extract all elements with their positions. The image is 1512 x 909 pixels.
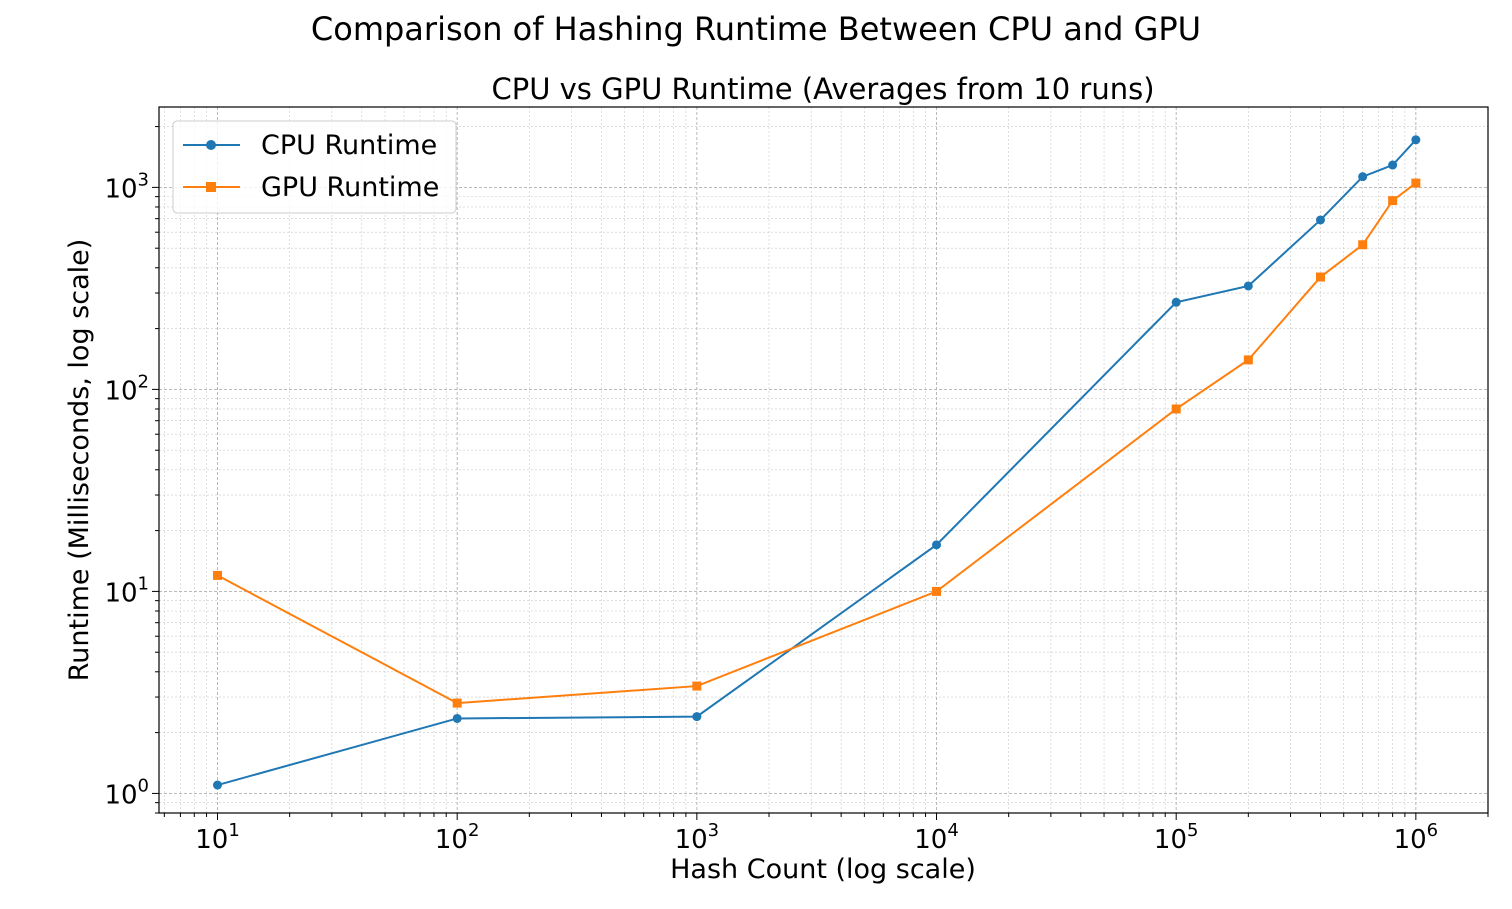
data-point-cpu xyxy=(1315,215,1325,225)
x-tick-label: 104 xyxy=(914,820,959,855)
data-point-gpu xyxy=(692,681,702,691)
data-point-gpu xyxy=(1388,196,1398,206)
data-point-cpu xyxy=(1388,160,1398,170)
y-tick-label: 102 xyxy=(104,371,149,406)
x-axis-label: Hash Count (log scale) xyxy=(670,854,976,885)
plot-frame xyxy=(158,106,1489,814)
data-point-cpu xyxy=(1358,172,1368,182)
legend-frame xyxy=(172,120,457,214)
x-tick-label: 105 xyxy=(1154,820,1199,855)
ticks xyxy=(152,126,1489,820)
tick-labels: 101 102 103 104 105 106 100 101 102 103 xyxy=(104,169,1438,855)
x-tick-label: 101 xyxy=(195,820,240,855)
data-point-gpu xyxy=(452,698,462,708)
data-point-gpu xyxy=(1243,355,1253,365)
series-line-gpu xyxy=(217,182,1417,705)
series-line-cpu xyxy=(217,139,1417,787)
y-axis-label: Runtime (Milliseconds, log scale) xyxy=(64,239,95,682)
data-point-cpu xyxy=(932,540,942,550)
series-layer xyxy=(213,135,1421,790)
data-point-gpu xyxy=(1171,404,1181,414)
legend-cpu-marker xyxy=(206,140,216,150)
data-point-gpu xyxy=(932,586,942,596)
y-tick-label: 103 xyxy=(104,169,149,204)
data-point-cpu xyxy=(692,712,702,722)
legend-cpu-label: CPU Runtime xyxy=(261,130,437,161)
x-tick-label: 103 xyxy=(675,820,720,855)
figure-suptitle: Comparison of Hashing Runtime Between CP… xyxy=(310,10,1202,48)
x-tick-label: 106 xyxy=(1394,820,1439,855)
minor-grid xyxy=(159,107,1489,814)
data-point-gpu xyxy=(213,570,223,580)
data-point-cpu xyxy=(1411,135,1421,145)
data-point-cpu xyxy=(1171,297,1181,307)
y-tick-label: 101 xyxy=(104,573,149,608)
data-point-gpu xyxy=(1315,272,1325,282)
chart-title: CPU vs GPU Runtime (Averages from 10 run… xyxy=(491,72,1154,106)
legend-gpu-marker xyxy=(206,182,216,192)
x-tick-label: 102 xyxy=(435,820,480,855)
data-point-gpu xyxy=(1411,178,1421,188)
data-point-cpu xyxy=(452,713,462,723)
data-point-cpu xyxy=(213,780,223,790)
legend: CPU Runtime GPU Runtime xyxy=(172,120,457,214)
data-point-gpu xyxy=(1358,240,1368,250)
legend-gpu-label: GPU Runtime xyxy=(261,172,439,203)
data-point-cpu xyxy=(1243,281,1253,291)
y-tick-label: 100 xyxy=(104,775,149,810)
